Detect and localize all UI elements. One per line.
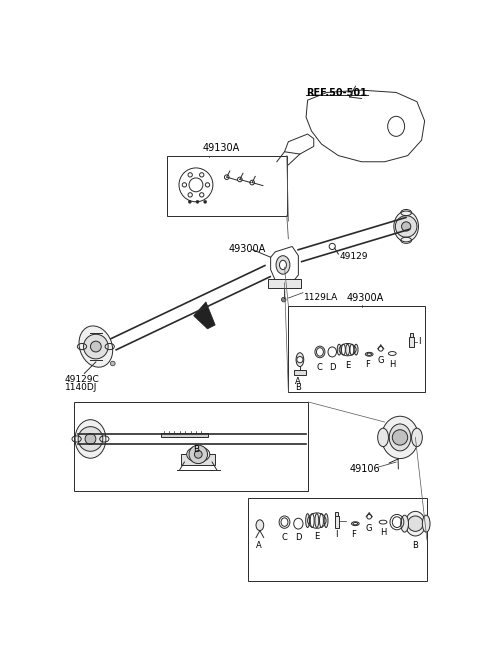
Text: I: I bbox=[336, 530, 338, 539]
Bar bbox=[161, 433, 207, 438]
Circle shape bbox=[396, 215, 417, 237]
Text: A: A bbox=[255, 540, 261, 550]
Ellipse shape bbox=[306, 514, 310, 527]
Text: 49129: 49129 bbox=[340, 252, 369, 261]
Ellipse shape bbox=[422, 515, 430, 532]
Text: G: G bbox=[377, 356, 384, 365]
Ellipse shape bbox=[411, 428, 422, 447]
Bar bbox=[410, 333, 413, 337]
Ellipse shape bbox=[279, 260, 287, 270]
Text: I: I bbox=[418, 337, 420, 346]
Circle shape bbox=[78, 426, 103, 451]
Circle shape bbox=[84, 334, 108, 359]
Bar bbox=[288, 306, 425, 392]
Text: REF.50-501: REF.50-501 bbox=[306, 88, 367, 98]
Ellipse shape bbox=[187, 447, 210, 462]
Circle shape bbox=[196, 200, 199, 203]
Text: C: C bbox=[317, 364, 323, 373]
Ellipse shape bbox=[406, 512, 425, 536]
Text: H: H bbox=[380, 529, 386, 537]
Text: B: B bbox=[412, 540, 419, 550]
Text: D: D bbox=[329, 364, 336, 373]
Circle shape bbox=[281, 297, 286, 302]
Text: C: C bbox=[282, 533, 288, 542]
Bar bbox=[73, 402, 308, 491]
Text: G: G bbox=[366, 523, 372, 533]
Ellipse shape bbox=[296, 353, 304, 367]
Ellipse shape bbox=[256, 520, 264, 531]
Ellipse shape bbox=[354, 345, 358, 355]
Text: B: B bbox=[193, 445, 199, 454]
Text: 49130A: 49130A bbox=[202, 143, 240, 153]
Text: 49300A: 49300A bbox=[229, 244, 266, 254]
Text: E: E bbox=[314, 532, 320, 541]
Ellipse shape bbox=[79, 326, 113, 367]
Text: E: E bbox=[345, 361, 350, 370]
Polygon shape bbox=[193, 302, 215, 329]
Text: H: H bbox=[389, 360, 396, 369]
Circle shape bbox=[90, 341, 101, 352]
Ellipse shape bbox=[382, 416, 419, 458]
Bar bbox=[294, 371, 306, 375]
Text: F: F bbox=[351, 530, 356, 539]
Bar bbox=[168, 156, 287, 215]
Ellipse shape bbox=[346, 345, 349, 355]
Bar bbox=[409, 337, 414, 347]
Circle shape bbox=[297, 356, 303, 363]
Bar bbox=[181, 455, 215, 465]
Text: B: B bbox=[295, 383, 300, 392]
Text: A: A bbox=[295, 377, 300, 386]
Ellipse shape bbox=[401, 515, 408, 532]
Circle shape bbox=[110, 361, 115, 365]
Bar bbox=[335, 516, 339, 527]
Bar bbox=[248, 498, 427, 582]
Text: 49300A: 49300A bbox=[346, 293, 384, 303]
Circle shape bbox=[402, 222, 411, 231]
Ellipse shape bbox=[394, 211, 419, 242]
Ellipse shape bbox=[337, 345, 341, 355]
Circle shape bbox=[189, 445, 207, 464]
Text: 49129C: 49129C bbox=[65, 375, 100, 384]
Circle shape bbox=[392, 430, 408, 445]
Text: 1129LA: 1129LA bbox=[304, 293, 338, 302]
Bar bbox=[267, 279, 301, 288]
Circle shape bbox=[85, 434, 96, 444]
Polygon shape bbox=[271, 246, 299, 283]
Circle shape bbox=[188, 200, 192, 203]
Ellipse shape bbox=[75, 420, 106, 458]
Circle shape bbox=[204, 200, 207, 203]
Circle shape bbox=[408, 516, 423, 531]
Ellipse shape bbox=[324, 514, 328, 527]
Ellipse shape bbox=[315, 514, 319, 527]
Text: D: D bbox=[295, 533, 301, 542]
Text: F: F bbox=[365, 360, 370, 369]
Bar bbox=[336, 512, 338, 516]
Ellipse shape bbox=[389, 424, 411, 451]
Ellipse shape bbox=[378, 428, 388, 447]
Circle shape bbox=[194, 451, 202, 458]
Ellipse shape bbox=[276, 255, 290, 274]
Text: 1140DJ: 1140DJ bbox=[65, 383, 97, 392]
Text: 49106: 49106 bbox=[350, 464, 381, 474]
